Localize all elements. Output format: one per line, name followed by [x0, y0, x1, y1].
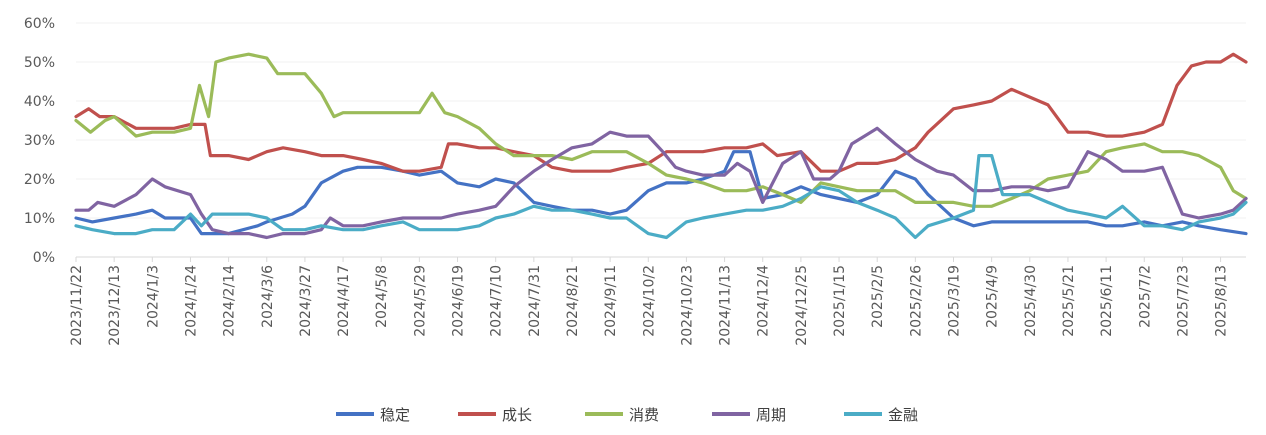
grid-lines	[76, 22, 1246, 219]
y-tick-label: 40%	[24, 94, 55, 110]
x-tick-label: 2025/1/15	[832, 265, 848, 337]
x-tick-label: 2024/9/11	[603, 265, 619, 337]
x-tick-label: 2025/6/11	[1099, 265, 1115, 337]
x-tick-label: 2025/2/5	[870, 265, 886, 328]
x-tick-label: 2024/6/19	[451, 265, 467, 337]
x-tick-label: 2024/5/29	[412, 265, 428, 337]
x-tick-label: 2024/8/21	[565, 265, 581, 337]
series-lines	[74, 52, 1248, 240]
x-tick-label: 2023/12/13	[107, 265, 123, 346]
x-tick-label: 2025/7/23	[1175, 265, 1191, 337]
legend-label: 消费	[629, 406, 659, 424]
x-tick-label: 2024/1/24	[183, 265, 199, 337]
x-tick-label: 2024/2/14	[222, 265, 238, 337]
y-tick-label: 60%	[24, 16, 55, 32]
series-line-4	[74, 126, 1248, 240]
legend-label: 稳定	[380, 406, 410, 424]
x-tick-label: 2025/4/30	[1023, 265, 1039, 337]
y-axis-tick-labels: 0% 10% 20% 30% 40% 50% 60%	[24, 16, 55, 266]
y-tick-label: 50%	[24, 55, 55, 71]
x-tick-label: 2024/7/10	[489, 265, 505, 337]
x-tick-label: 2024/12/4	[756, 265, 772, 337]
x-axis: 2023/11/22 2023/12/13 2024/1/3 2024/1/24 202…	[69, 256, 1246, 346]
x-tick-label: 2024/1/3	[145, 265, 161, 328]
x-tick-label: 2025/7/2	[1137, 265, 1153, 328]
x-tick-label: 2023/11/22	[69, 265, 85, 346]
y-tick-label: 0%	[33, 250, 55, 266]
y-tick-label: 10%	[24, 211, 55, 227]
x-tick-label: 2024/12/25	[794, 265, 810, 346]
x-tick-label: 2024/10/23	[679, 265, 695, 346]
series-line-5	[74, 154, 1248, 240]
x-tick-label: 2025/3/19	[947, 265, 963, 337]
legend-label: 金融	[888, 406, 918, 424]
series-line-1	[74, 150, 1248, 236]
y-tick-label: 30%	[24, 133, 55, 149]
x-tick-label: 2024/11/13	[718, 265, 734, 346]
x-tick-label: 2024/10/2	[641, 265, 657, 337]
x-tick-label: 2025/5/21	[1061, 265, 1077, 337]
x-tick-label: 2025/8/13	[1214, 265, 1230, 337]
x-tick-label: 2024/3/6	[260, 265, 276, 328]
x-tick-label: 2025/2/26	[908, 265, 924, 337]
series-line-3	[74, 52, 1248, 208]
legend: 稳定 成长 消费 周期 金融	[336, 406, 918, 424]
x-tick-label: 2024/5/8	[374, 265, 390, 328]
series-line-2	[74, 52, 1248, 173]
y-tick-label: 20%	[24, 172, 55, 188]
legend-label: 成长	[502, 406, 532, 424]
x-tick-label: 2024/4/17	[336, 265, 352, 337]
legend-label: 周期	[756, 406, 786, 424]
x-tick-label: 2025/4/9	[985, 265, 1001, 328]
x-tick-label: 2024/7/31	[527, 265, 543, 337]
x-tick-label: 2024/3/27	[298, 265, 314, 337]
